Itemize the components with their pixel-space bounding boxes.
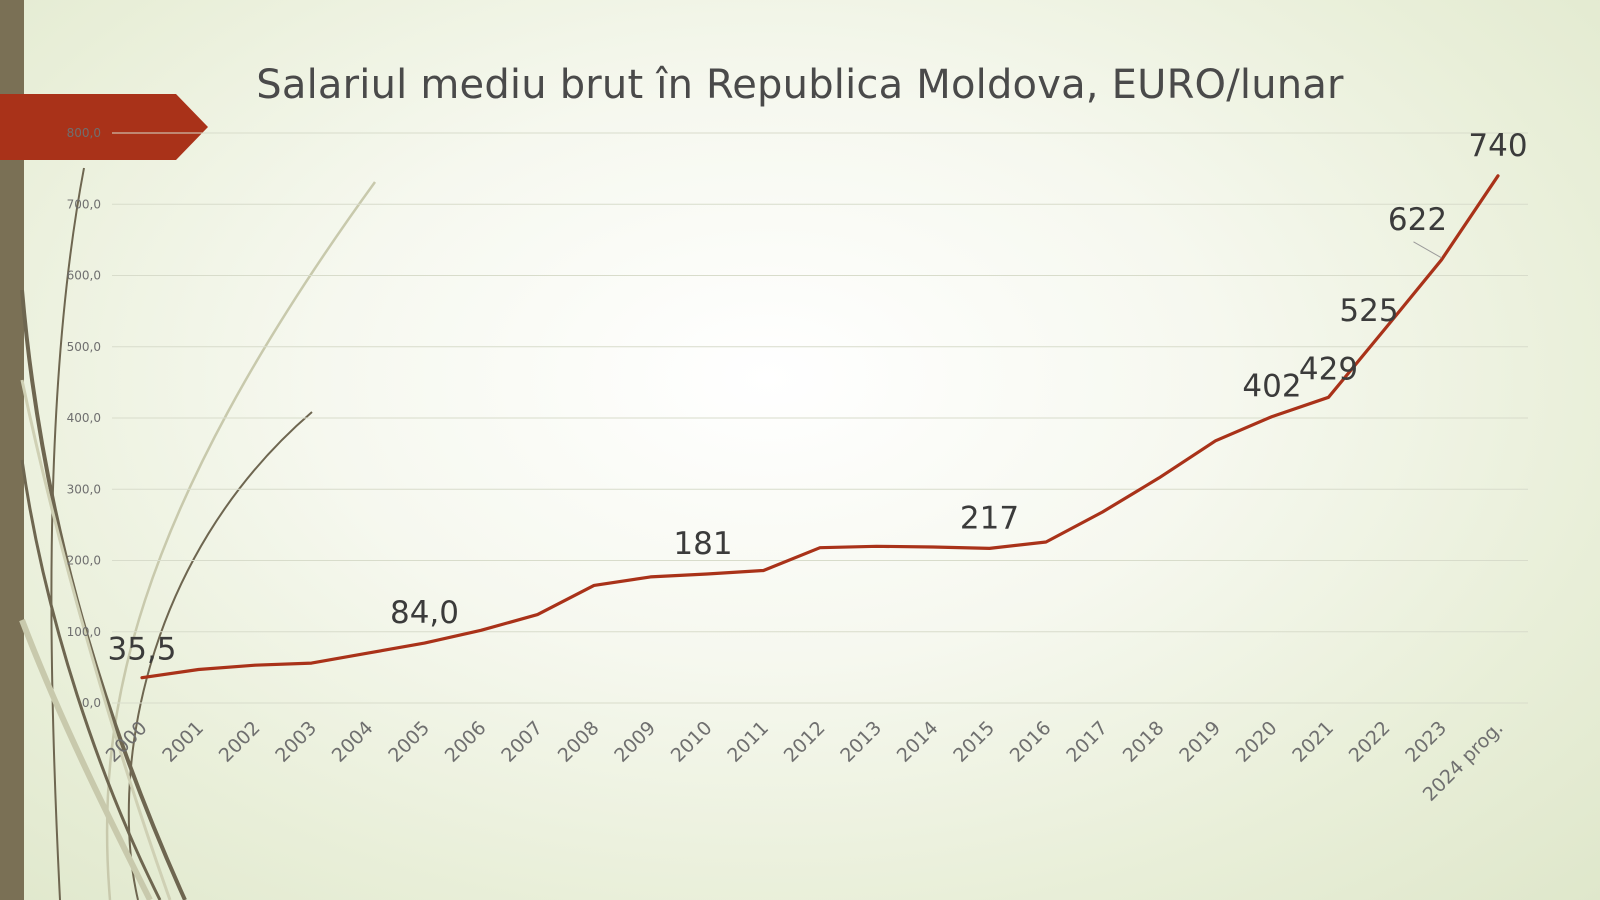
y-tick-label: 600,0: [67, 269, 101, 283]
data-label: 84,0: [390, 595, 459, 631]
y-tick-label: 800,0: [67, 126, 101, 140]
x-tick-label: 2001: [158, 717, 208, 767]
decor-curve-light-3: [20, 379, 172, 900]
series-line: [140, 174, 1500, 680]
decor-curve-light-2: [19, 618, 153, 900]
data-label: 429: [1299, 351, 1358, 387]
decor-curve-dark-4: [20, 459, 162, 900]
x-tick-label: 2019: [1175, 717, 1225, 767]
y-tick-label: 0,0: [82, 696, 101, 710]
data-label: 217: [960, 500, 1019, 536]
data-label: 181: [673, 526, 732, 562]
x-axis-ticks: 2000 2001 2002 2003 2004 2005 2006 2007 2008 2009…: [102, 717, 1508, 806]
data-label: 622: [1388, 202, 1447, 238]
x-tick-label: 2011: [723, 717, 773, 767]
data-label: 35,5: [107, 632, 176, 668]
decor-curve-light-1: [105, 181, 377, 900]
x-tick-label: 2012: [780, 717, 830, 767]
x-tick-label: 2013: [836, 717, 886, 767]
x-tick-label: 2022: [1345, 717, 1395, 767]
x-tick-label: 2015: [949, 717, 999, 767]
y-tick-label: 100,0: [67, 625, 101, 639]
x-tick-label: 2000: [102, 717, 152, 767]
x-tick-label: 2023: [1401, 717, 1451, 767]
x-tick-label: 2017: [1062, 717, 1112, 767]
x-tick-label: 2020: [1232, 717, 1282, 767]
chart-title: Salariul mediu brut în Republica Moldova…: [256, 62, 1344, 108]
x-tick-label: 2010: [667, 717, 717, 767]
decor-curve-dark-1: [127, 411, 313, 900]
y-tick-label: 500,0: [67, 340, 101, 354]
y-axis-ticks: 0,0 100,0 200,0 300,0 400,0 500,0 600,0 700,0 80…: [67, 126, 101, 710]
y-tick-label: 300,0: [67, 482, 101, 496]
x-tick-label: 2003: [271, 717, 321, 767]
title-arrow-shape: [0, 94, 208, 160]
arrow-shape: [0, 94, 208, 160]
data-label: 740: [1468, 128, 1527, 164]
x-tick-label: 2008: [554, 717, 604, 767]
decor-curve-dark-2: [50, 167, 85, 900]
y-tick-label: 200,0: [67, 554, 101, 568]
gridlines: [112, 132, 1528, 704]
y-tick-label: 400,0: [67, 411, 101, 425]
y-tick-label: 700,0: [67, 197, 101, 211]
x-tick-label: 2002: [215, 717, 265, 767]
x-tick-label: 2005: [384, 717, 434, 767]
x-tick-label: 2014: [893, 717, 943, 767]
x-tick-label: 2007: [497, 717, 547, 767]
x-tick-label: 2004: [328, 717, 378, 767]
x-tick-label: 2016: [1006, 717, 1056, 767]
data-label: 402: [1242, 369, 1301, 405]
x-tick-label: 2018: [1119, 717, 1169, 767]
x-tick-label: 2009: [610, 717, 660, 767]
x-tick-label: 2021: [1288, 717, 1338, 767]
data-label: 525: [1339, 293, 1398, 329]
x-tick-label: 2006: [441, 717, 491, 767]
leader-line: [1413, 241, 1442, 259]
series-group: [140, 174, 1500, 680]
